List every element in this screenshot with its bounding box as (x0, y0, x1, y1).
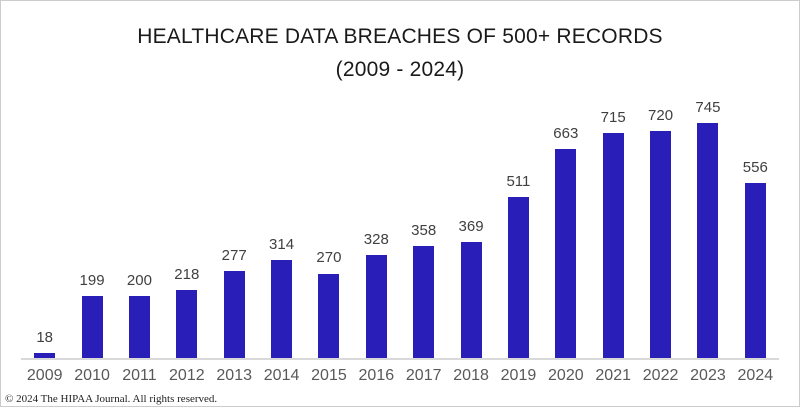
x-axis-tick-label: 2015 (311, 367, 347, 384)
x-axis-tick-label: 2013 (216, 367, 252, 384)
bar-value-label: 720 (648, 106, 674, 124)
bar-group: 200 (116, 101, 163, 359)
bar (365, 255, 387, 359)
copyright-notice: © 2024 The HIPAA Journal. All rights res… (5, 393, 218, 405)
bar (318, 273, 340, 359)
bar-value-label: 200 (126, 271, 152, 289)
x-axis-line (21, 358, 779, 360)
bar-value-label: 369 (458, 218, 484, 236)
bar-group: 199 (68, 101, 115, 359)
x-axis-tick-label: 2009 (26, 367, 63, 384)
x-axis-tick-label: 2022 (642, 367, 679, 384)
x-axis-tick-label: 2011 (122, 367, 157, 384)
bar-value-label: 314 (269, 235, 295, 253)
x-axis-tick-label: 2012 (169, 367, 205, 384)
bar-value-label: 715 (600, 108, 626, 126)
bar (34, 353, 56, 359)
bar (81, 296, 103, 359)
bar-group: 556 (732, 101, 779, 359)
bar (223, 271, 245, 359)
bar (744, 182, 766, 359)
bar-group: 745 (684, 99, 731, 359)
bar-value-label: 277 (221, 247, 247, 265)
x-axis-tick-label: 2010 (74, 367, 110, 384)
bar-value-label: 218 (174, 265, 200, 283)
chart-subtitle: (2009 - 2024) (335, 58, 465, 81)
bar-value-label: 663 (553, 124, 579, 142)
bar-group: 277 (211, 101, 258, 359)
bar-group: 720 (637, 101, 684, 359)
bar (507, 197, 529, 359)
bar-value-label: 199 (79, 271, 105, 289)
x-axis-tick-label: 2023 (690, 367, 726, 384)
bar-group: 314 (258, 101, 305, 359)
bar (650, 130, 672, 359)
bar (602, 132, 624, 359)
x-axis-tick-label: 2024 (737, 367, 774, 384)
bar-group: 328 (353, 101, 400, 359)
bar-group: 511 (495, 101, 542, 359)
bar (697, 123, 719, 359)
x-axis-tick-label: 2020 (548, 367, 584, 384)
bar-value-label: 270 (316, 249, 342, 267)
bar (271, 259, 293, 359)
plot-area: 18 199 200 218 277 314 270 328 358 369 511 663 715 72… (21, 99, 779, 359)
x-axis-tick-label: 2017 (405, 367, 442, 384)
x-axis-tick-label: 2019 (500, 367, 537, 384)
bar-value-label: 511 (506, 173, 531, 191)
x-axis-tick-labels: 2009 2010 2011 2012 2013 2014 2015 2016 2017 2018… (21, 367, 779, 385)
bar-group: 663 (542, 101, 589, 359)
bar-group: 358 (400, 101, 447, 359)
x-axis-tick-label: 2021 (595, 367, 631, 384)
bar-group: 218 (163, 101, 210, 359)
bar-value-label: 358 (411, 221, 437, 239)
bar (176, 289, 198, 359)
bar-value-label: 18 (36, 329, 54, 347)
bar (128, 295, 150, 359)
bar-value-label: 745 (695, 99, 721, 116)
bar (460, 242, 482, 359)
bar-group: 18 (21, 101, 68, 359)
x-axis-tick-label: 2018 (453, 367, 489, 384)
bar (555, 149, 577, 359)
bar (413, 245, 435, 359)
chart-title: HEALTHCARE DATA BREACHES OF 500+ RECORDS (137, 25, 663, 48)
bar-group: 270 (305, 101, 352, 359)
bar-value-label: 328 (363, 231, 389, 249)
x-axis-tick-label: 2016 (358, 367, 395, 384)
bar-group: 369 (447, 101, 494, 359)
x-axis-tick-label: 2014 (263, 367, 300, 384)
chart-title-block: HEALTHCARE DATA BREACHES OF 500+ RECORDS… (1, 20, 799, 86)
bar-group: 715 (590, 101, 637, 359)
bar-value-label: 556 (742, 158, 768, 176)
